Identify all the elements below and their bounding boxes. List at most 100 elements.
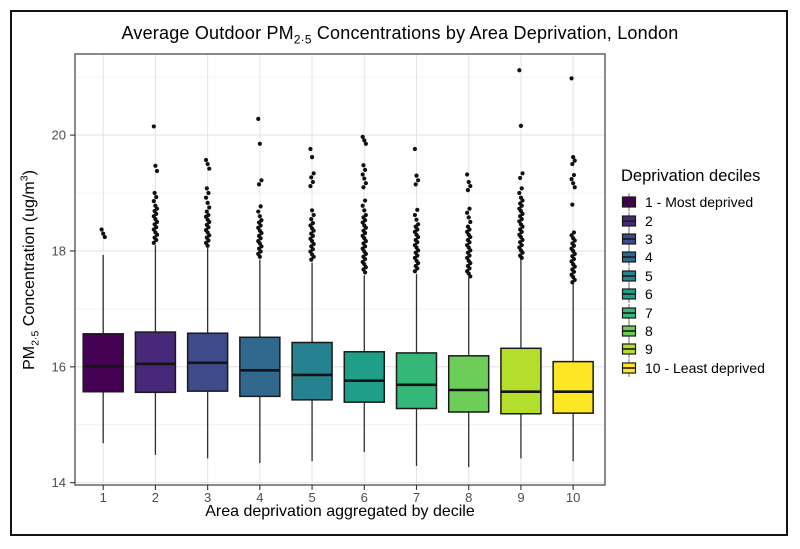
outlier-point [203,195,209,200]
outlier-point [99,227,104,232]
outlier-point [572,158,577,163]
boxplot-key-icon [621,321,637,340]
outlier-point [204,186,209,191]
box-decile-4 [239,336,281,398]
outlier-point [363,141,368,146]
outlier-point [311,212,316,218]
outlier-point [154,168,160,174]
x-tick-label: 3 [204,490,211,505]
x-tick-label: 1 [100,490,107,505]
outlier-point [362,208,367,213]
outlier-point [569,76,574,81]
outlier-point [258,236,263,241]
box-decile-2 [134,331,177,394]
outlier-point [569,177,574,182]
outlier-point [205,161,210,167]
outlier-point [259,230,264,236]
chart-title-suffix: Concentrations by Area Deprivation, Lond… [311,23,679,43]
outlier-point [570,280,575,285]
legend-item-label: 10 - Least deprived [645,359,765,376]
outlier-point [362,198,368,203]
x-tick-label: 9 [517,490,524,505]
boxplot-key-icon [621,285,637,304]
x-tick-label: 4 [256,490,263,505]
outlier-point [468,234,473,240]
outlier-point [362,167,368,172]
outlier-point [309,208,315,213]
outlier-point [520,224,525,229]
outlier-point [413,182,418,187]
chart-title-subscript: 2·5 [293,32,312,47]
outlier-point [517,68,522,73]
boxplot-key-icon [621,358,637,377]
outlier-point [414,173,419,178]
outlier-point [207,219,212,225]
outlier-point [467,240,472,245]
outlier-point [362,176,367,181]
boxplot-key-icon [621,229,637,248]
legend-item-label: 5 [645,267,653,284]
legend-item: 4 [621,248,765,267]
outlier-point [520,198,525,203]
outlier-point [571,155,576,160]
x-tick-label: 2 [152,490,159,505]
outlier-point [256,182,262,187]
y-axis-title-text: PM [21,345,39,370]
outlier-point [465,210,470,215]
outlier-point [360,203,365,208]
y-tick-label: 16 [52,359,66,374]
outlier-point [259,178,264,183]
box-decile-5 [291,341,333,401]
box-decile-7 [395,352,438,410]
outlier-point [362,256,368,262]
outlier-point [310,233,315,239]
outlier-point [415,178,421,183]
outlier-point [360,172,365,177]
outlier-point [362,230,368,236]
x-tick-label: 7 [413,490,420,505]
legend-item: 6 [621,285,765,304]
boxplot-key-icon [621,340,637,359]
legend-item-label: 7 [645,304,653,321]
y-axis-title-superscript: 3 [18,175,31,182]
boxplot-key-icon [621,266,637,285]
outlier-point [309,257,314,262]
outlier-point [154,194,159,200]
outlier-point [520,250,525,255]
outlier-point [311,171,316,176]
outlier-point [308,146,313,152]
outlier-point [203,157,209,163]
legend-items: 1 - Most deprived 2 3 4 5 6 7 8 9 10 - Least depr… [621,193,765,377]
outlier-point [154,237,159,243]
box-decile-6 [343,351,386,403]
outlier-point [571,172,577,178]
outlier-point [362,138,367,143]
outlier-point [363,251,368,256]
box-decile-8 [447,355,490,413]
boxplot-key-icon [621,303,637,322]
outlier-point [570,161,575,167]
outlier-point [468,219,473,225]
outlier-point [363,181,368,186]
outlier-point [571,230,577,235]
legend-item-label: 4 [645,249,653,266]
outlier-point [467,266,472,271]
outlier-point [465,172,470,177]
outlier-point [519,186,524,191]
box-decile-10 [552,360,594,414]
legend-item: 2 [621,211,765,230]
outlier-point [572,185,577,190]
outlier-point [153,163,158,168]
outlier-point [361,185,366,190]
legend-item: 8 [621,321,765,340]
outlier-point [311,254,316,259]
x-tick-label: 8 [465,490,472,505]
outlier-point [257,141,262,146]
outlier-point [151,124,156,129]
figure-border [10,10,788,536]
outlier-point [362,270,368,275]
outlier-point [258,204,263,209]
outlier-point [415,261,421,266]
outlier-point [308,183,313,189]
